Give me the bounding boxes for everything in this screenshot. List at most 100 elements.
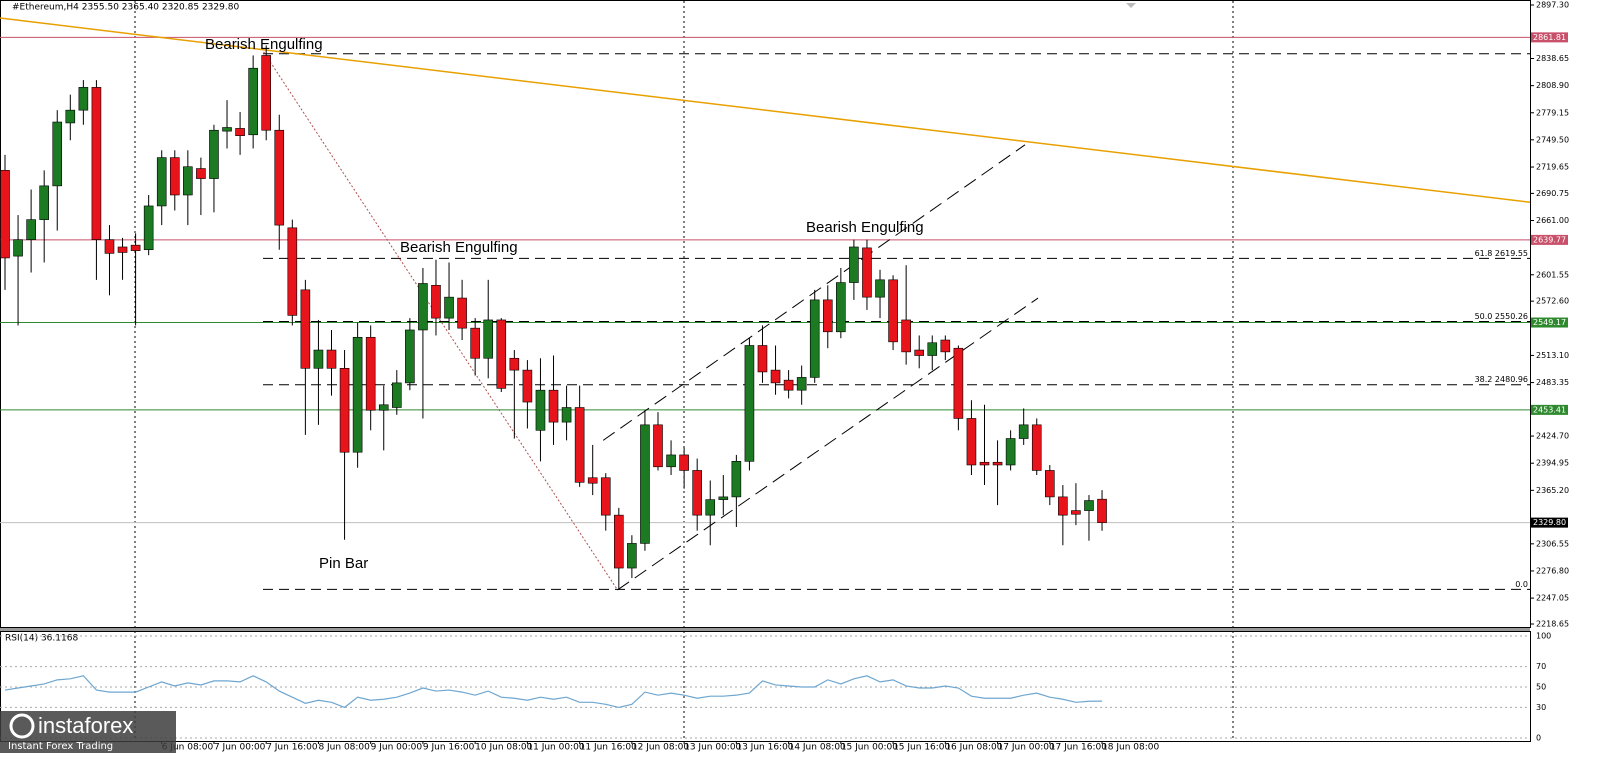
candle-body [470,327,480,359]
y-tick-label: 2719.65 [1536,163,1569,172]
price-level-label: 2861.81 [1533,33,1566,42]
price-level-label: 2329.80 [1533,518,1566,527]
y-tick-label: 2897.30 [1536,1,1569,10]
candle-body [1058,496,1068,516]
rsi-tick-label: 100 [1536,632,1551,641]
x-tick-label: 10 Jun 08:00 [475,743,532,753]
shift-marker [1126,3,1136,8]
candle-body [183,166,193,196]
candle-body [757,345,768,373]
x-tick-label: 9 Jun 16:00 [423,743,475,753]
candle-body [953,347,964,419]
x-tick-label: 8 Jun 08:00 [318,743,370,753]
candle-body [156,157,167,207]
x-tick-label: 17 Jun 00:00 [998,743,1055,753]
candle-body [26,219,36,240]
candle-body [378,404,389,411]
y-tick-label: 2572.60 [1536,297,1569,306]
candle-body [809,299,820,378]
candle-body [143,205,154,251]
candle-body [849,246,859,283]
annotation: Bearish Engulfing [400,239,518,256]
fib-label: 0.0 [1515,580,1528,589]
candle-body [13,239,23,257]
candle-body [391,382,402,408]
candle-body [587,477,598,484]
trendline [617,297,1039,591]
candle-body [692,470,702,516]
trendline [263,51,618,591]
candle-body [770,369,781,384]
fib-label: 61.8 2619.55 [1475,249,1528,258]
x-tick-label: 15 Jun 00:00 [841,743,898,753]
y-tick-label: 2838.65 [1536,54,1569,63]
candle-body [222,127,232,132]
x-tick-label: 16 Jun 08:00 [945,743,1002,753]
price-level-label: 2549.17 [1533,318,1566,327]
y-tick-label: 2247.05 [1536,594,1569,603]
y-tick-label: 2394.95 [1536,459,1569,468]
candle-body [600,477,611,516]
candle-body [444,296,454,319]
candle-body [718,496,729,500]
price-level-box [1531,317,1568,328]
annotation: Pin Bar [319,555,368,572]
rsi-line [4,675,1103,709]
candle-body [339,367,350,453]
candle-body [875,279,885,298]
x-tick-label: 6 Jun 08:00 [162,743,214,753]
candle-body [52,121,63,187]
candle-body [0,170,10,259]
annotation: Bearish Engulfing [806,219,924,236]
candle-body [731,461,742,498]
candle-body [614,514,624,569]
price-level-box [1531,517,1568,528]
y-tick-label: 2218.65 [1536,620,1569,629]
candle-body [509,357,520,371]
trendline [0,17,1531,203]
candle-body [966,418,977,466]
candle-body [862,247,872,298]
price-level-label: 2639.77 [1533,235,1566,244]
candle-body [548,389,559,423]
y-tick-label: 2661.00 [1536,216,1569,225]
x-tick-label: 7 Jun 16:00 [266,743,318,753]
price-level-label: 2453.41 [1533,405,1566,414]
candle-body [104,239,115,254]
watermark: instaforex Instant Forex Trading [0,711,176,753]
price-level-box [1531,32,1568,43]
candle-body [169,157,180,196]
x-tick-label: 7 Jun 00:00 [214,743,266,753]
y-tick-label: 2779.15 [1536,108,1569,117]
candle-body [300,289,311,369]
x-tick-label: 15 Jun 16:00 [893,743,950,753]
logo-tagline: Instant Forex Trading [8,741,113,752]
x-tick-label: 14 Jun 08:00 [789,743,846,753]
fib-label: 38.2 2480.96 [1475,375,1528,384]
candle-body [235,128,245,137]
candle-body [1018,424,1029,439]
candle-body [457,297,467,329]
candle-body [117,246,128,253]
candle-body [274,129,285,226]
candle-body [209,129,219,179]
price-level-box [1531,234,1568,245]
x-tick-label: 9 Jun 00:00 [371,743,423,753]
candle-body [1005,438,1016,466]
candle-body [248,67,258,136]
y-tick-label: 2306.55 [1536,539,1569,548]
rsi-tick-label: 30 [1536,703,1546,712]
x-tick-label: 13 Jun 00:00 [684,743,741,753]
candle-body [666,454,676,468]
trendline [602,144,1026,441]
candle-body [365,336,376,411]
candle-body [78,87,89,111]
candle-body [65,109,76,124]
candle-body [705,499,716,516]
rsi-tick-label: 0 [1536,734,1541,743]
candle-body [979,461,990,466]
candle-body [653,424,663,468]
candle-body [927,342,938,356]
candle-body [313,349,324,369]
